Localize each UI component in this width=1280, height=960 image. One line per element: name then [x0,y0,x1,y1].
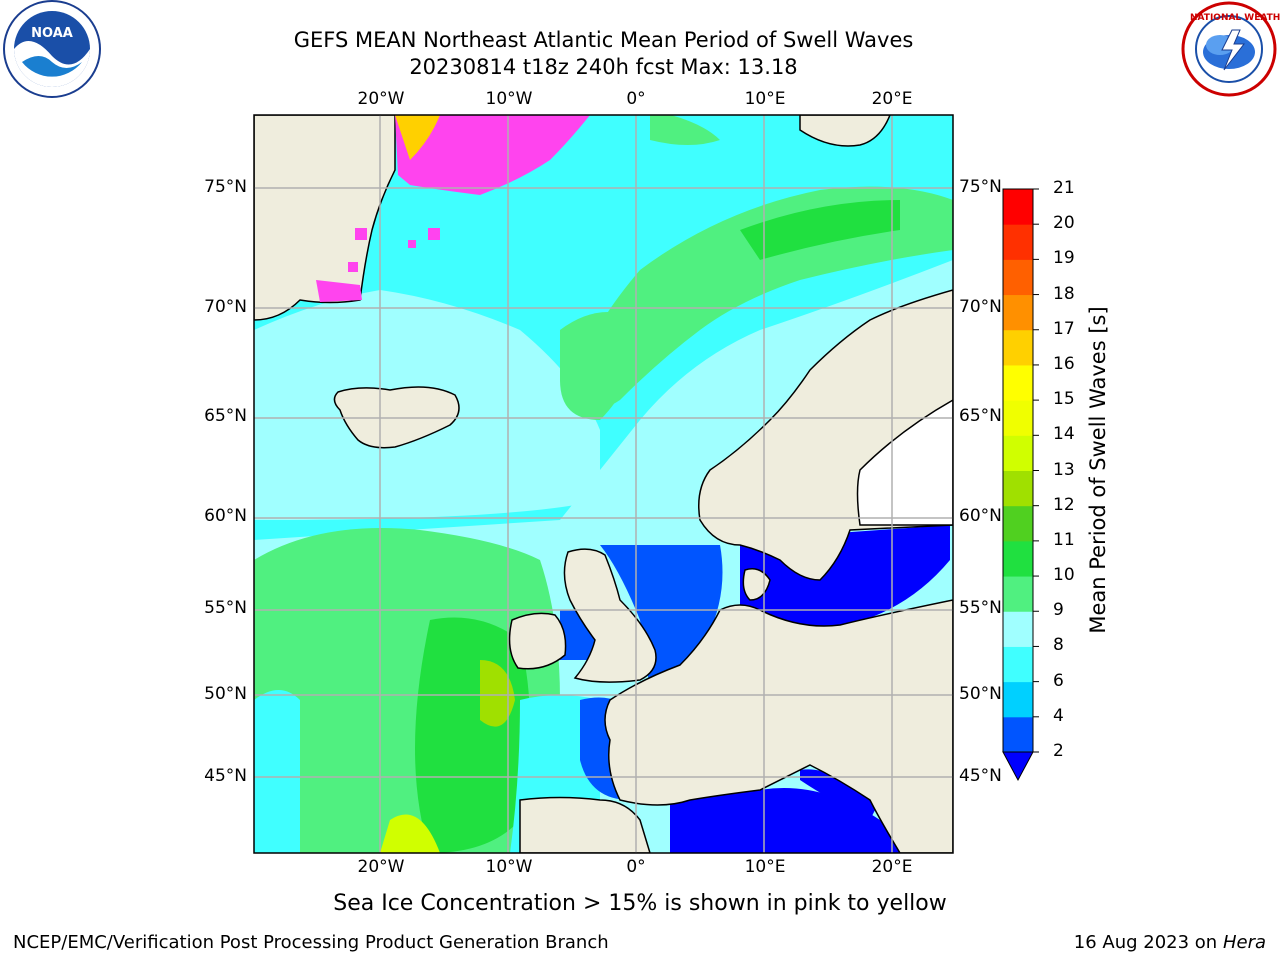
colorbar-swatch [1003,364,1033,401]
map-title: GEFS MEAN Northeast Atlantic Mean Period… [293,28,914,52]
footer-credit: NCEP/EMC/Verification Post Processing Pr… [13,932,609,953]
colorbar-tick-label: 10 [1053,565,1075,586]
colorbar-tick-label: 17 [1053,318,1075,339]
colorbar-tick-label: 21 [1053,178,1075,198]
colorbar-tick-label: 13 [1053,459,1075,480]
colorbar-swatch [1003,681,1033,718]
lat-label-right: 50°N [959,684,1002,704]
lat-label-left: 50°N [204,684,247,704]
sea-ice-note: Sea Ice Concentration > 15% is shown in … [333,891,947,916]
colorbar-tick-label: 11 [1053,529,1075,550]
colorbar-swatch [1003,400,1033,436]
colorbar-swatch [1003,259,1033,296]
colorbar-tick-label: 12 [1053,494,1075,515]
colorbar-tick-label: 6 [1053,670,1064,691]
lon-label-bottom: 10°W [485,857,533,877]
lat-label-left: 45°N [204,766,247,786]
footer-date-text: 16 Aug 2023 on [1073,932,1218,953]
colorbar-tick-label: 15 [1053,389,1075,410]
lat-label-right: 55°N [959,598,1002,618]
map-frame [253,114,954,854]
colorbar-tick-label: 19 [1053,248,1075,269]
colorbar-swatch [1003,576,1033,612]
colorbar-tick-label: 16 [1053,353,1075,374]
lon-label-bottom: 10°E [744,857,786,877]
lon-label-top: 20°E [871,89,913,109]
lat-label-left: 70°N [204,297,247,317]
lat-label-left: 75°N [204,177,247,197]
colorbar-tick-label: 4 [1053,705,1064,726]
lon-label-top: 10°E [744,89,786,109]
colorbar-swatch [1003,470,1033,507]
sea-ice [316,115,590,302]
lat-label-right: 45°N [959,766,1002,786]
lat-label-right: 70°N [959,297,1002,317]
lon-label-bottom: 20°E [871,857,913,877]
lat-label-left: 60°N [204,506,247,526]
map-subtitle: 20230814 t18z 240h fcst Max: 13.18 [409,55,798,79]
lat-label-right: 60°N [959,506,1002,526]
colorbar-swatch [1003,329,1033,366]
footer-host: Hera [1222,932,1266,953]
colorbar-swatch [1003,646,1033,683]
lat-label-right: 65°N [959,406,1002,426]
graticule [254,115,953,853]
lon-label-top: 20°W [357,89,405,109]
footer-date: 16 Aug 2023 on Hera [1074,932,1266,953]
colorbar-extend-triangle [1002,751,1034,782]
colorbar-swatch [1003,294,1033,331]
colorbar-tick-label: 14 [1053,424,1075,445]
colorbar-tick-label: 20 [1053,213,1075,234]
lon-label-top: 0° [626,89,646,109]
lon-label-bottom: 0° [626,857,646,877]
colorbar-swatch [1003,505,1033,542]
lon-label-top: 10°W [485,89,533,109]
lat-label-left: 65°N [204,406,247,426]
colorbar-tick-label: 9 [1053,600,1064,621]
colorbar-tick-label: 8 [1053,635,1064,656]
colorbar-swatch [1003,611,1033,647]
colorbar-swatch [1003,224,1033,260]
sea-ice-high [395,115,440,160]
colorbar-swatch [1003,540,1033,577]
lat-label-left: 55°N [204,598,247,618]
colorbar-swatch [1003,435,1033,471]
map-field [254,115,953,853]
lon-label-bottom: 20°W [357,857,405,877]
colorbar-swatch [1003,716,1033,753]
colorbar-tick-label: 2 [1053,741,1064,761]
colorbar-tick-label: 18 [1053,283,1075,304]
colorbar-label: Mean Period of Swell Waves [s] [1086,306,1110,634]
colorbar [1002,188,1039,782]
lat-label-right: 75°N [959,177,1002,197]
colorbar-swatch [1003,189,1033,225]
